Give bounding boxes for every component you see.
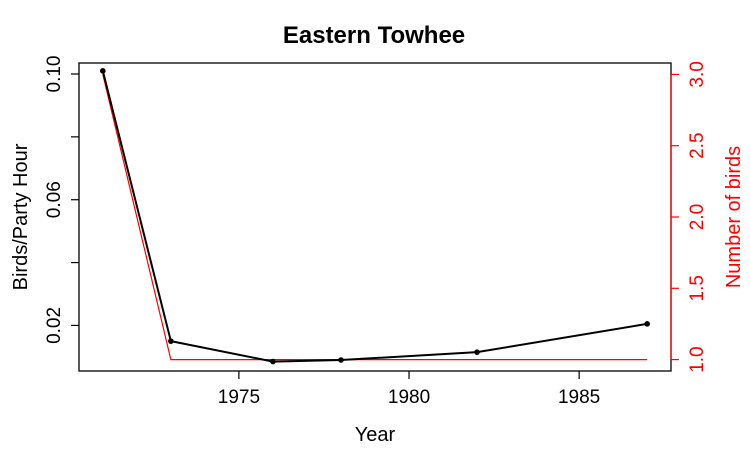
y-left-tick-label-0: 0.02	[44, 307, 65, 344]
y-right-axis-label: Number of birds	[723, 146, 745, 288]
x-axis-label: Year	[355, 424, 396, 446]
chart-title: Eastern Towhee	[283, 22, 465, 49]
series-0-point-4	[474, 349, 480, 355]
y-left-axis-label: Birds/Party Hour	[10, 143, 32, 290]
y-right-tick-label-3: 2.5	[687, 132, 708, 158]
plot-frame	[78, 62, 672, 372]
y-right-tick-label-2: 2.0	[687, 204, 708, 230]
x-axis: 1975 1980 1985	[218, 371, 600, 408]
y-right-tick-label-0: 1.0	[687, 346, 708, 372]
series-line-0	[101, 70, 648, 363]
y-right-tick-label-1: 1.5	[687, 275, 708, 301]
y-left-axis: 0.02 0.06 0.10	[44, 56, 79, 344]
x-tick-label-2: 1985	[558, 387, 600, 408]
series-0-point-3	[338, 357, 344, 363]
y-left-tick-label-4: 0.10	[44, 56, 65, 93]
series-0-point-0	[100, 68, 106, 74]
series-0-point-2	[270, 358, 276, 365]
series-layer	[100, 68, 650, 365]
y-left-tick-label-2: 0.06	[44, 181, 65, 218]
y-right-axis: 1.0 1.5 2.0 2.5 3.0	[670, 61, 708, 373]
series-0-point-5	[644, 321, 650, 327]
x-tick-label-0: 1975	[218, 387, 260, 408]
x-tick-label-1: 1980	[388, 387, 430, 408]
series-0-point-1	[168, 338, 174, 344]
series-line-1	[102, 74, 648, 361]
y-right-tick-label-4: 3.0	[687, 61, 708, 87]
